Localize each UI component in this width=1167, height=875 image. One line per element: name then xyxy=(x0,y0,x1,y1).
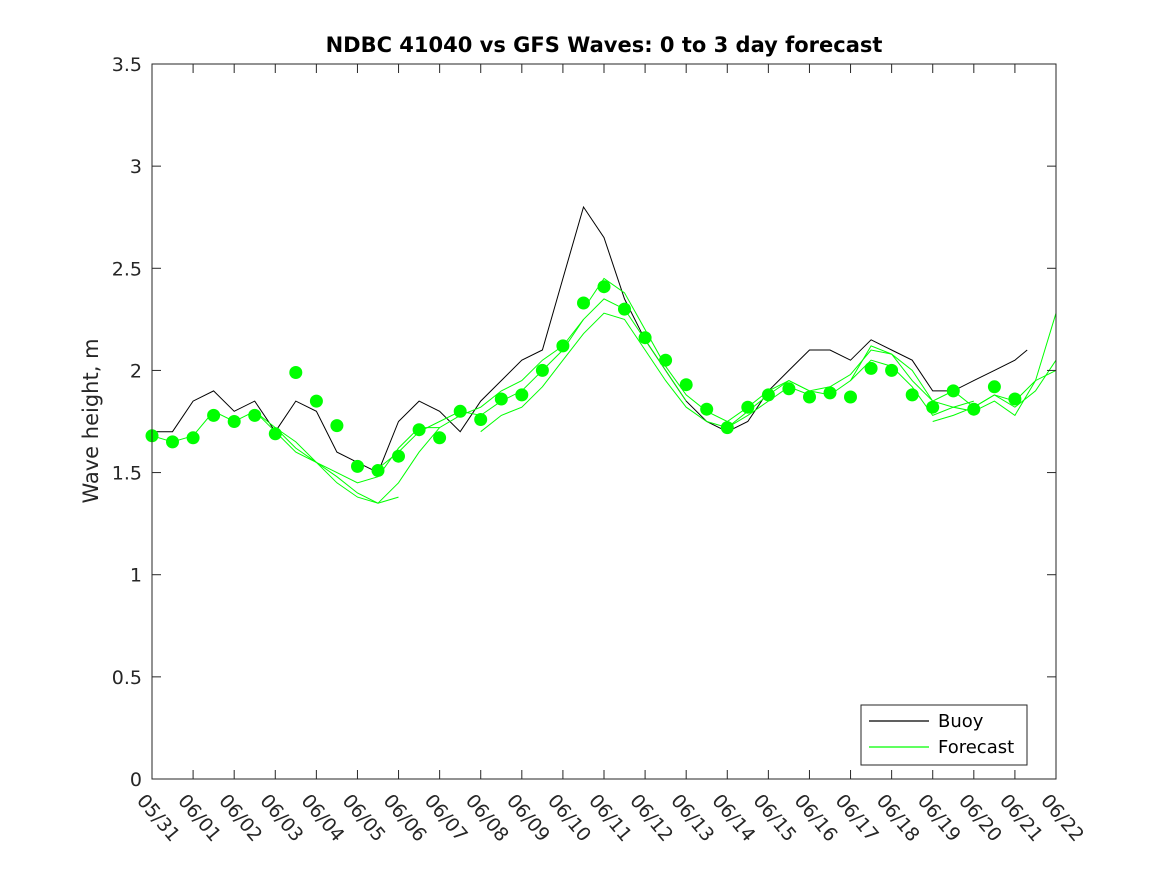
x-tick-label: 05/31 xyxy=(132,790,184,846)
x-tick-label: 06/06 xyxy=(379,790,431,846)
forecast-run-line-5 xyxy=(480,312,810,433)
forecast-point xyxy=(351,459,364,473)
forecast-point xyxy=(618,302,631,316)
forecast-point xyxy=(946,384,960,398)
forecast-point xyxy=(330,419,344,433)
forecast-point xyxy=(453,404,467,418)
x-tick-label: 06/04 xyxy=(297,790,349,846)
forecast-point xyxy=(166,435,179,449)
buoy-series-line xyxy=(152,205,1028,474)
x-tick-label: 06/09 xyxy=(502,790,554,846)
forecast-point xyxy=(227,415,241,428)
legend-buoy-label: Buoy xyxy=(938,711,984,732)
x-tick-label: 06/19 xyxy=(913,790,965,846)
forecast-point xyxy=(967,402,981,416)
y-tick-label: 0.5 xyxy=(112,667,142,689)
forecast-point xyxy=(782,382,796,396)
forecast-point xyxy=(289,366,303,379)
x-tick-label: 06/12 xyxy=(625,790,677,846)
x-tick-label: 06/11 xyxy=(584,790,636,846)
x-tick-label: 06/02 xyxy=(214,790,266,846)
x-tick-label: 06/01 xyxy=(173,790,225,846)
plot-area xyxy=(152,64,1056,779)
x-tick-label: 06/20 xyxy=(954,790,1006,846)
forecast-point xyxy=(905,388,919,402)
y-tick-label: 0 xyxy=(130,769,142,791)
forecast-point xyxy=(679,378,693,392)
forecast-point xyxy=(309,394,323,408)
x-tick-label: 06/13 xyxy=(666,790,718,846)
forecast-point xyxy=(268,427,282,441)
legend-box xyxy=(860,704,1028,766)
y-tick-label: 1 xyxy=(130,565,142,587)
forecast-point xyxy=(597,280,611,294)
forecast-point xyxy=(412,423,426,437)
forecast-run-line-4 xyxy=(377,298,687,469)
y-tick-label: 3 xyxy=(130,156,142,178)
x-tick-label: 06/15 xyxy=(749,790,801,846)
forecast-point xyxy=(844,390,857,404)
x-tick-label: 06/21 xyxy=(995,790,1047,846)
forecast-point xyxy=(885,363,899,377)
forecast-point xyxy=(577,296,590,310)
chart-title: NDBC 41040 vs GFS Waves: 0 to 3 day fore… xyxy=(326,33,883,57)
forecast-run-line-9 xyxy=(932,369,1057,422)
y-tick-label: 2.5 xyxy=(112,258,142,280)
forecast-point xyxy=(700,402,714,416)
x-tick-label: 06/16 xyxy=(790,790,842,846)
y-tick-label: 1.5 xyxy=(112,463,142,485)
forecast-point xyxy=(535,363,549,377)
forecast-point xyxy=(186,431,200,445)
x-tick-label: 06/18 xyxy=(872,790,924,846)
series-group xyxy=(145,205,1057,504)
forecast-point xyxy=(474,413,488,426)
forecast-point xyxy=(392,449,405,463)
forecast-point xyxy=(926,400,940,414)
forecast-point xyxy=(741,400,755,414)
x-tick-label: 06/08 xyxy=(461,790,513,846)
legend-forecast-label: Forecast xyxy=(938,737,1014,758)
x-tick-label: 06/14 xyxy=(707,790,759,846)
y-tick-label: 3.5 xyxy=(112,54,142,76)
x-tick-label: 06/03 xyxy=(255,790,307,846)
forecast-run-line-3 xyxy=(275,427,399,504)
forecast-point xyxy=(371,464,385,477)
y-axis-label: Wave height, m xyxy=(79,338,103,503)
forecast-point xyxy=(659,353,673,367)
forecast-run-line-2 xyxy=(254,319,584,504)
x-tick-label: 06/07 xyxy=(420,790,472,846)
forecast-point xyxy=(761,388,775,402)
forecast-point xyxy=(803,390,816,404)
forecast-point xyxy=(987,380,1001,394)
x-tick-label: 06/10 xyxy=(543,790,595,846)
forecast-point xyxy=(248,408,262,422)
forecast-run-line-8 xyxy=(850,313,1057,417)
forecast-point xyxy=(1008,392,1022,406)
x-tick-label: 06/22 xyxy=(1036,790,1088,846)
forecast-point xyxy=(494,392,508,406)
forecast-point xyxy=(556,339,570,353)
plot-background xyxy=(152,64,1056,779)
x-tick-label: 06/17 xyxy=(831,790,883,846)
y-tick-label: 2 xyxy=(130,360,142,382)
forecast-point xyxy=(823,386,837,400)
forecast-point xyxy=(864,361,878,375)
forecast-point xyxy=(207,408,221,422)
forecast-point xyxy=(515,388,529,402)
forecast-run-line-7 xyxy=(726,345,1057,428)
forecast-point xyxy=(720,421,734,435)
legend: Buoy Forecast xyxy=(860,704,1028,766)
forecast-point xyxy=(433,431,447,445)
forecast-point xyxy=(638,331,652,345)
x-tick-label: 06/05 xyxy=(338,790,390,846)
